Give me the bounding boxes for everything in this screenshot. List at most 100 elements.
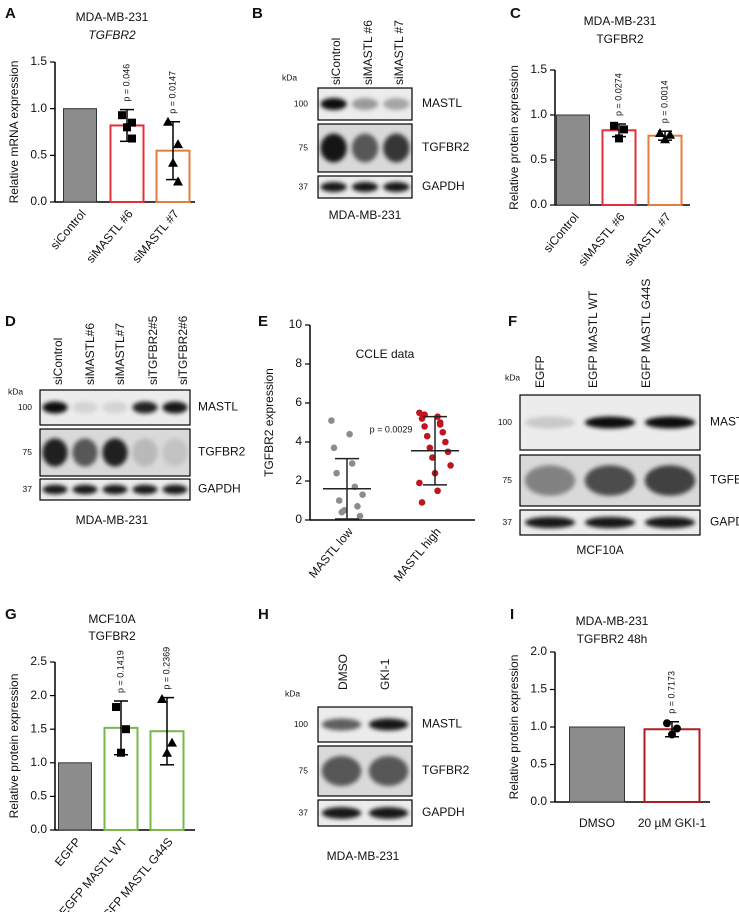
data-point bbox=[421, 423, 428, 430]
x-tick-label: siControl bbox=[48, 207, 89, 252]
blot-caption: MDA-MB-231 bbox=[76, 513, 149, 527]
data-point bbox=[123, 123, 131, 132]
data-point bbox=[442, 438, 449, 446]
blot-band bbox=[320, 182, 347, 192]
blot-band bbox=[368, 807, 409, 819]
blot-band bbox=[132, 438, 158, 467]
data-point bbox=[610, 121, 618, 130]
data-point bbox=[348, 460, 356, 467]
blot-caption: MCF10A bbox=[576, 543, 623, 557]
kda-marker: 75 bbox=[23, 447, 33, 457]
x-tick-label: siMASTL #7 bbox=[129, 207, 182, 266]
data-point bbox=[436, 421, 444, 428]
y-tick-label: 0.0 bbox=[530, 794, 547, 808]
kda-marker: 75 bbox=[299, 142, 309, 152]
panel-letter: B bbox=[252, 5, 263, 22]
y-tick-label: 0.5 bbox=[530, 152, 547, 166]
chart-subtitle: TGFBR2 bbox=[88, 629, 136, 643]
y-tick-label: 0.5 bbox=[530, 757, 547, 771]
data-point bbox=[665, 129, 675, 139]
lane-label: EGFP bbox=[533, 355, 547, 388]
y-tick-label: 0.0 bbox=[30, 822, 47, 836]
kda-unit: kDa bbox=[8, 386, 23, 396]
blot-band bbox=[644, 465, 696, 496]
kda-marker: 100 bbox=[294, 719, 308, 729]
kda-marker: 37 bbox=[23, 484, 33, 494]
protein-label: GAPDH bbox=[198, 482, 241, 496]
chart-title: CCLE data bbox=[356, 347, 415, 361]
data-point bbox=[444, 448, 452, 456]
panel-letter: F bbox=[508, 313, 517, 330]
blot-band bbox=[42, 438, 68, 467]
blot-caption: MDA-MB-231 bbox=[329, 208, 402, 222]
bar bbox=[647, 134, 683, 206]
lane-label: EGFP MASTL G44S bbox=[639, 279, 653, 388]
y-tick-label: 1.0 bbox=[30, 101, 47, 115]
chart-title: MDA-MB-231 bbox=[584, 14, 657, 28]
x-tick-label: EGFP MASTL G44S bbox=[95, 835, 176, 912]
lane-label: siMASTL #7 bbox=[392, 20, 406, 85]
data-point bbox=[157, 693, 167, 703]
y-tick-label: 1.0 bbox=[530, 719, 547, 733]
blot-band bbox=[584, 516, 636, 529]
p-value: p = 0.0274 bbox=[613, 73, 623, 116]
y-tick-label: 2.0 bbox=[530, 644, 547, 658]
x-tick-label: MASTL low bbox=[306, 525, 356, 581]
panel-letter: E bbox=[258, 313, 268, 330]
data-point bbox=[163, 116, 173, 126]
data-point bbox=[429, 454, 436, 461]
y-axis-label: TGFBR2 expression bbox=[262, 368, 276, 477]
lane-label: EGFP MASTL WT bbox=[586, 290, 600, 388]
lane-label: GKI-1 bbox=[378, 658, 392, 690]
protein-label: GAPDH bbox=[422, 179, 465, 193]
p-value: p = 0.2369 bbox=[161, 647, 171, 690]
blot-band bbox=[524, 516, 576, 529]
blot-band bbox=[584, 416, 636, 429]
blot-band bbox=[368, 718, 409, 731]
blot-band bbox=[524, 416, 576, 429]
blot-caption: MDA-MB-231 bbox=[327, 849, 400, 863]
y-tick-label: 2 bbox=[295, 473, 302, 487]
kda-marker: 37 bbox=[299, 181, 309, 191]
kda-marker: 100 bbox=[294, 98, 308, 108]
data-point bbox=[615, 134, 623, 143]
blot-band bbox=[383, 133, 410, 163]
blot-band bbox=[321, 756, 362, 786]
data-point bbox=[418, 499, 426, 506]
data-point bbox=[168, 157, 178, 167]
lane-label: siTGFBR2#5 bbox=[146, 315, 160, 385]
blot-band bbox=[72, 484, 98, 495]
data-point bbox=[354, 503, 361, 510]
data-point bbox=[416, 479, 423, 487]
protein-label: MASTL bbox=[710, 415, 739, 429]
x-tick-label: siControl bbox=[541, 210, 582, 255]
data-point bbox=[663, 719, 671, 728]
data-point bbox=[122, 725, 130, 734]
lane-label: siControl bbox=[329, 38, 343, 85]
y-tick-label: 1.5 bbox=[530, 682, 547, 696]
panel-letter: C bbox=[510, 5, 521, 22]
data-point bbox=[660, 134, 670, 144]
data-point bbox=[668, 730, 676, 739]
kda-marker: 37 bbox=[503, 517, 513, 527]
panel-letter: A bbox=[5, 5, 16, 22]
p-value: p = 0.0147 bbox=[167, 71, 177, 114]
blot-band bbox=[102, 438, 128, 467]
x-tick-label: siMASTL #7 bbox=[621, 210, 674, 269]
data-point bbox=[423, 432, 431, 440]
blot-band bbox=[320, 133, 347, 163]
y-tick-label: 6 bbox=[295, 395, 302, 409]
lane-label: DMSO bbox=[336, 654, 350, 690]
data-point bbox=[673, 724, 681, 733]
data-point bbox=[447, 462, 454, 469]
blot-band bbox=[162, 484, 188, 495]
sd-bar bbox=[423, 415, 447, 486]
blot-band bbox=[162, 401, 188, 414]
data-point bbox=[346, 430, 353, 438]
y-tick-label: 0.5 bbox=[30, 789, 47, 803]
y-axis-label: Relative protein expression bbox=[507, 65, 521, 210]
y-tick-label: 1.5 bbox=[530, 62, 547, 76]
blot-band bbox=[644, 416, 696, 429]
blot-band bbox=[584, 465, 636, 496]
blot-band bbox=[321, 718, 362, 731]
